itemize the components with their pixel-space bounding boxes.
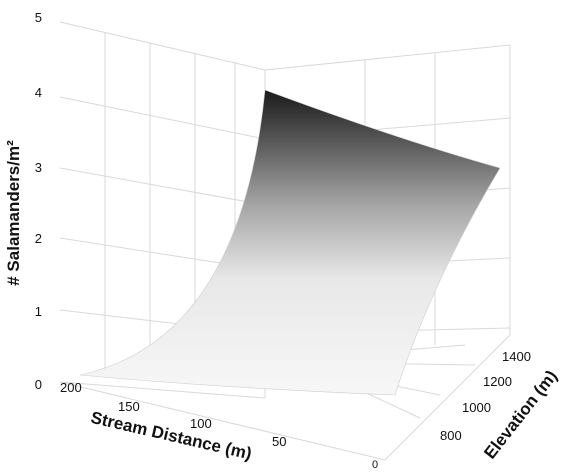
x-tick-0: 0 [372, 459, 378, 471]
x-tick-50: 50 [272, 434, 286, 449]
x-tick-200: 200 [60, 380, 82, 395]
y-tick-1200: 1200 [483, 374, 512, 389]
y-tick-1000: 1000 [462, 400, 491, 415]
z-tick-4: 4 [35, 85, 42, 100]
z-tick-5: 5 [35, 10, 42, 25]
y-axis-ticks: 800 1000 1200 1400 [440, 349, 531, 443]
z-axis-ticks: 5 4 3 2 1 0 [35, 10, 42, 392]
x-axis-title: Stream Distance (m) [89, 408, 253, 463]
y-tick-1400: 1400 [502, 349, 531, 364]
z-tick-0: 0 [35, 377, 42, 392]
z-tick-2: 2 [35, 231, 42, 246]
z-tick-3: 3 [35, 160, 42, 175]
x-axis-ticks: 200 150 100 50 0 [60, 380, 378, 471]
x-tick-150: 150 [118, 399, 140, 414]
z-tick-1: 1 [35, 304, 42, 319]
z-axis-title: # Salamanders/m² [4, 140, 23, 286]
salamander-surface [79, 89, 501, 396]
x-tick-100: 100 [190, 416, 212, 431]
y-tick-800: 800 [440, 428, 462, 443]
